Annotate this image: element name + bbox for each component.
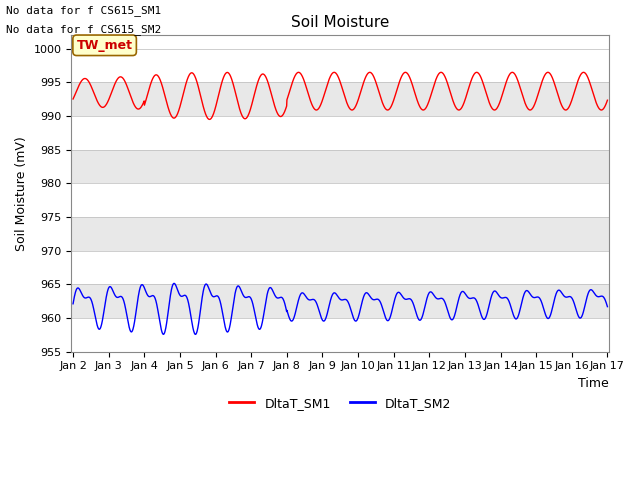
Bar: [71, 83, 609, 116]
Text: Time: Time: [579, 377, 609, 390]
Bar: [71, 49, 609, 83]
Bar: [71, 318, 609, 351]
Legend: DltaT_SM1, DltaT_SM2: DltaT_SM1, DltaT_SM2: [225, 392, 456, 415]
Bar: [71, 183, 609, 217]
Bar: [71, 116, 609, 150]
Y-axis label: Soil Moisture (mV): Soil Moisture (mV): [15, 136, 28, 251]
Bar: [71, 251, 609, 284]
Text: TW_met: TW_met: [77, 39, 132, 52]
Text: No data for f CS615_SM2: No data for f CS615_SM2: [6, 24, 162, 35]
Bar: [71, 284, 609, 318]
Title: Soil Moisture: Soil Moisture: [291, 15, 389, 30]
Text: No data for f CS615_SM1: No data for f CS615_SM1: [6, 5, 162, 16]
Bar: [71, 217, 609, 251]
Bar: [71, 150, 609, 183]
